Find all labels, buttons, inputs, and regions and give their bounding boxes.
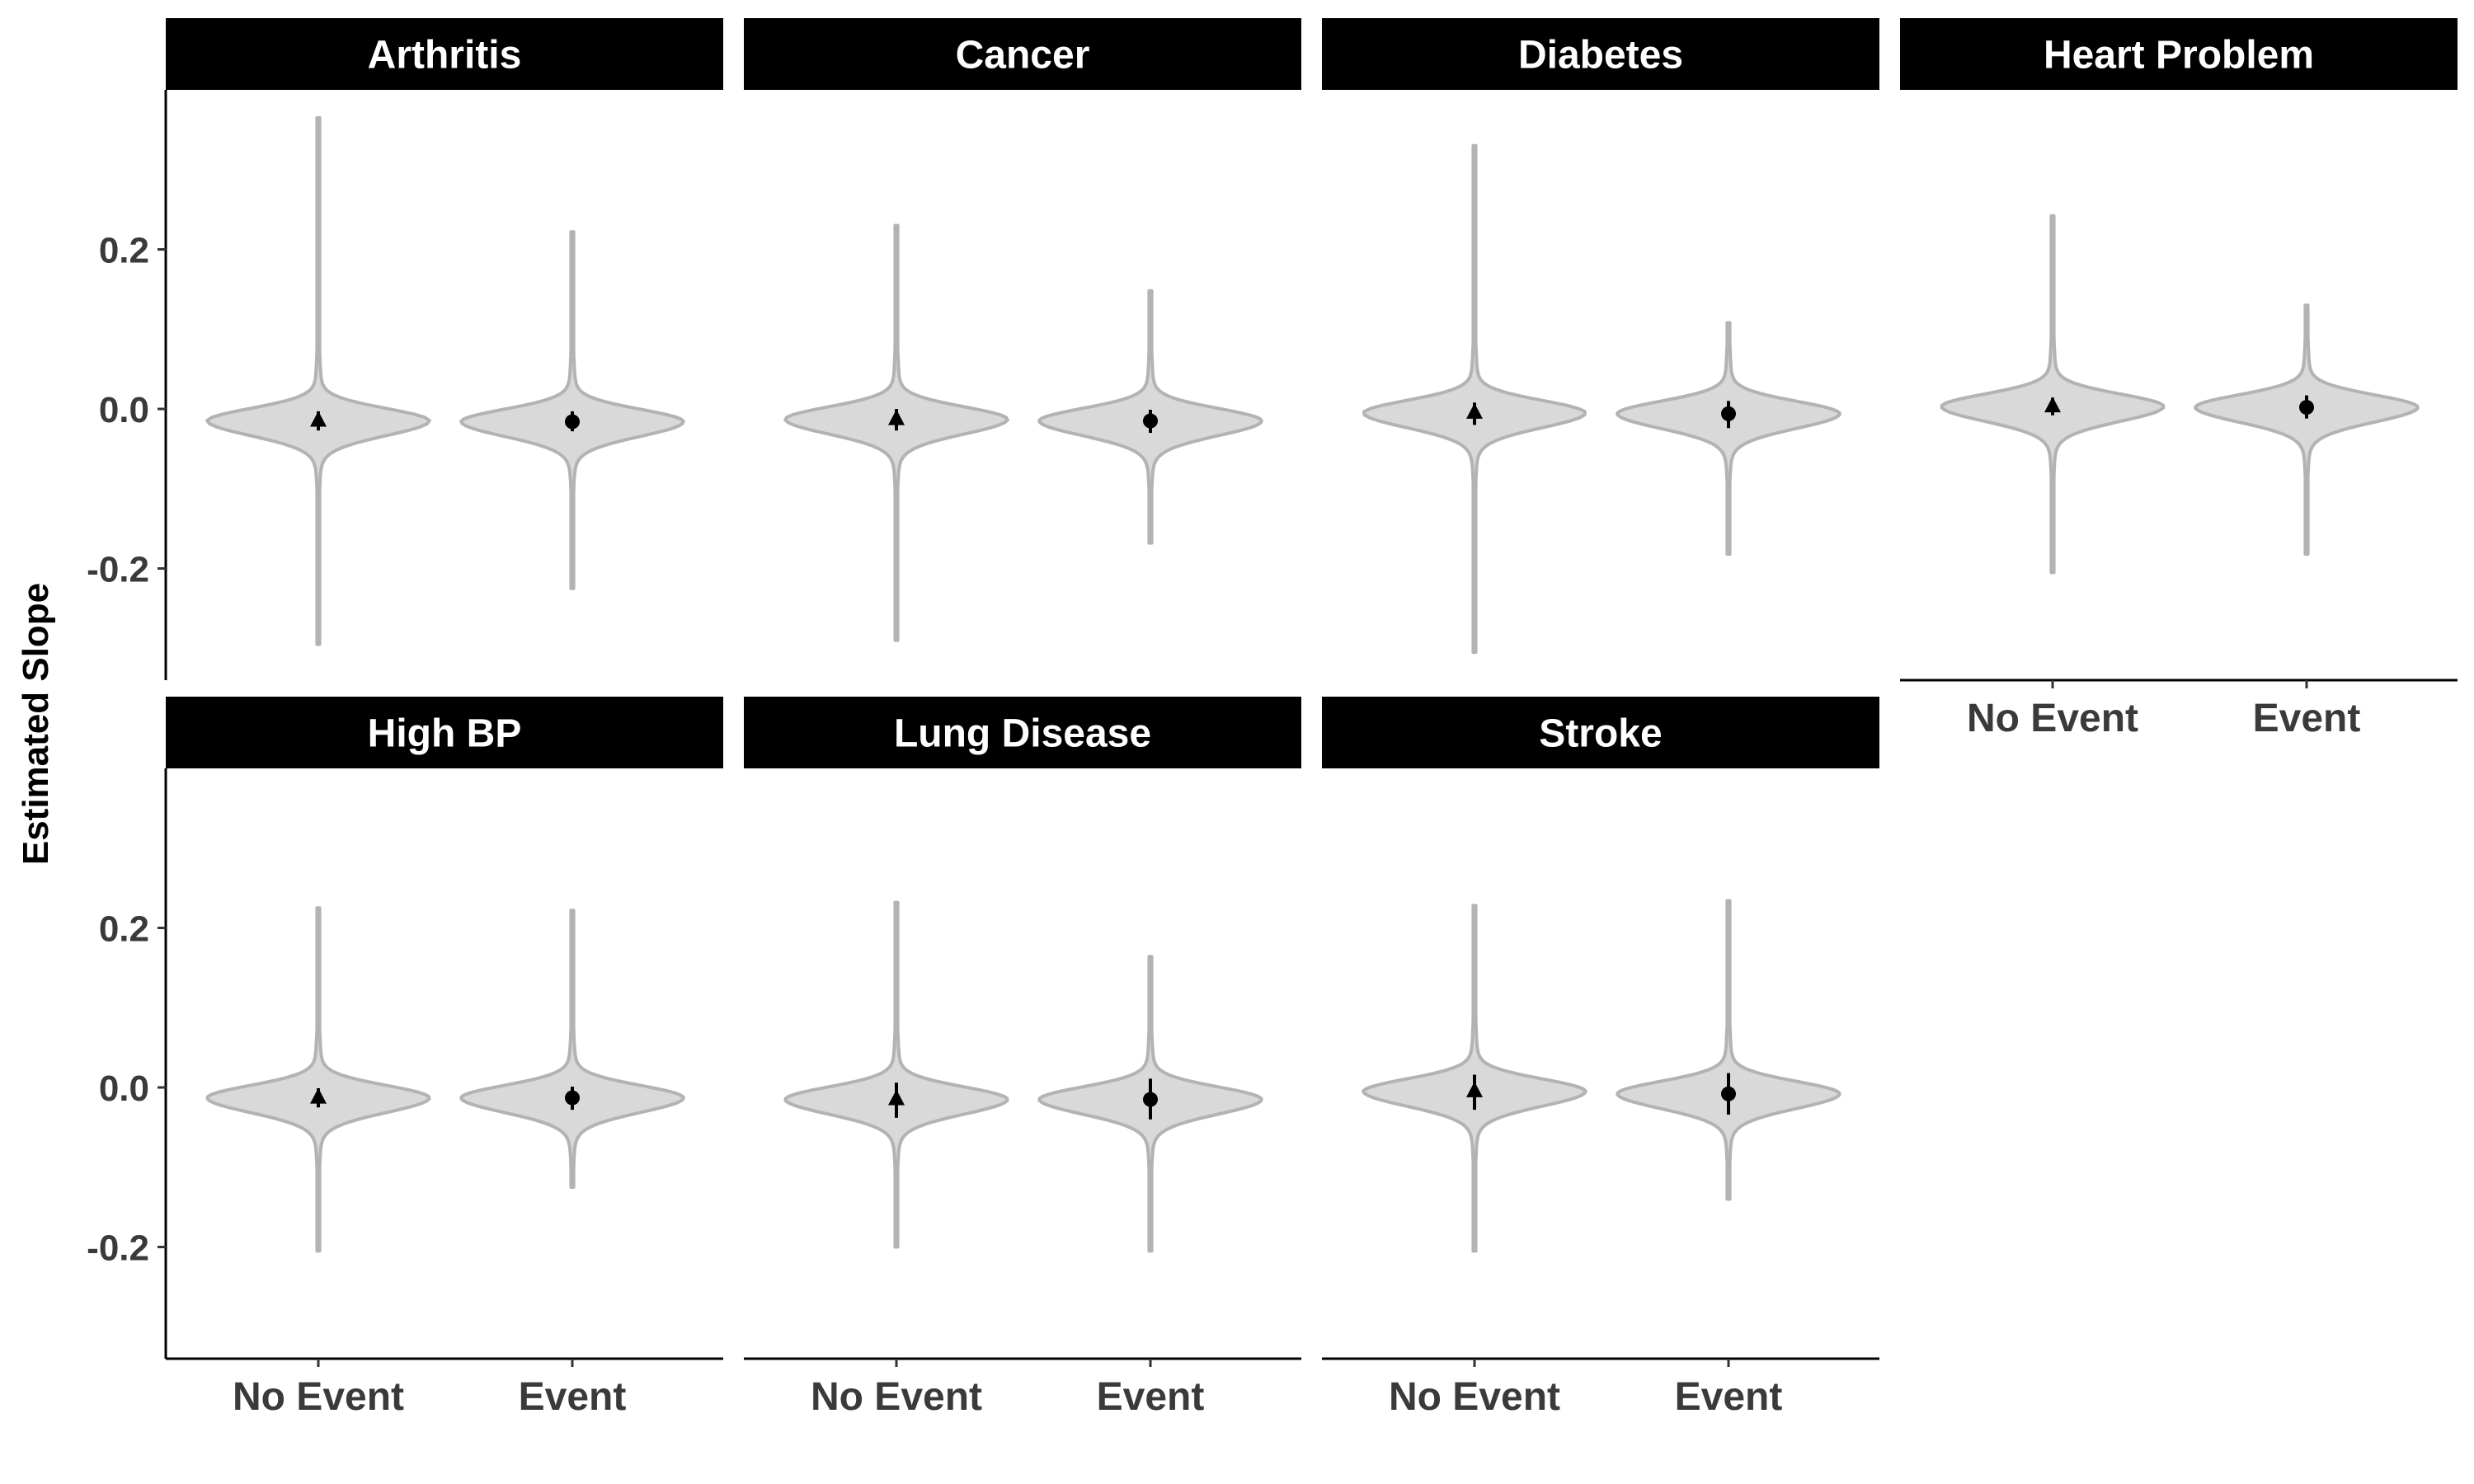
violin-lung-disease-no-event [783, 900, 1009, 1249]
mean-marker-cancer-no-event [888, 409, 905, 425]
violin-cancer-no-event [783, 223, 1009, 642]
y-tick-label: 0.0 [99, 390, 149, 430]
strip-heart-problem [1900, 18, 2458, 90]
panel-arthritis: Arthritis 0.2 0.0 -0.2 [87, 18, 723, 680]
panel-high-bp: High BP 0.2 0.0 -0.2 No Event Event [87, 697, 723, 1419]
mean-marker-heart-problem-event [2299, 400, 2314, 416]
x-tick-label-no-event: No Event [1389, 1375, 1560, 1419]
strip-label-lung-disease: Lung Disease [894, 712, 1151, 756]
mean-marker-diabetes-no-event [1466, 402, 1483, 419]
y-tick-label: 0.2 [99, 909, 149, 950]
mean-marker-diabetes-event [1721, 406, 1736, 421]
x-tick-label-event: Event [1097, 1375, 1205, 1419]
strip-diabetes [1322, 18, 1879, 90]
panels: Arthritis 0.2 0.0 -0.2 Cancer Diabetes Heart P… [87, 18, 2458, 1419]
mean-marker-arthritis-event [565, 414, 580, 430]
y-tick-label: -0.2 [87, 1228, 149, 1269]
x-tick-label-no-event: No Event [1967, 697, 2138, 740]
violin-stroke-event [1616, 899, 1841, 1201]
violin-diabetes-event [1616, 321, 1841, 556]
strip-label-high-bp: High BP [368, 712, 522, 756]
x-tick-label-event: Event [1675, 1375, 1783, 1419]
mean-marker-arthritis-no-event [310, 411, 327, 427]
violin-high-bp-no-event [205, 906, 431, 1253]
mean-marker-cancer-event [1143, 413, 1158, 429]
violin-high-bp-event [459, 909, 685, 1189]
strip-high-bp [166, 697, 723, 768]
strip-label-stroke: Stroke [1539, 712, 1662, 756]
mean-marker-high-bp-event [565, 1090, 580, 1106]
mean-marker-stroke-event [1721, 1086, 1736, 1101]
y-tick-label: 0.0 [99, 1068, 149, 1109]
x-tick-label-event: Event [519, 1375, 627, 1419]
violin-diabetes-no-event [1362, 143, 1587, 655]
x-tick-label-no-event: No Event [811, 1375, 982, 1419]
y-axis-title: Estimated Slope [16, 583, 56, 865]
mean-marker-lung-disease-no-event [888, 1089, 905, 1106]
mean-marker-lung-disease-event [1143, 1092, 1158, 1107]
violin-heart-problem-event [2194, 303, 2420, 556]
mean-marker-high-bp-no-event [310, 1087, 327, 1104]
panel-cancer: Cancer [744, 18, 1301, 642]
y-tick-label: 0.2 [99, 231, 149, 271]
strip-cancer [744, 18, 1301, 90]
panel-lung-disease: Lung Disease No Event Event [744, 697, 1301, 1419]
x-tick-label-no-event: No Event [233, 1375, 404, 1419]
strip-lung-disease [744, 697, 1301, 768]
strip-label-arthritis: Arthritis [368, 34, 522, 77]
panel-stroke: Stroke No Event Event [1322, 697, 1879, 1419]
y-tick-label: -0.2 [87, 550, 149, 590]
strip-arthritis [166, 18, 723, 90]
panel-heart-problem: Heart Problem No Event Event [1900, 18, 2458, 740]
mean-marker-heart-problem-no-event [2044, 397, 2061, 413]
panel-diabetes: Diabetes [1322, 18, 1879, 655]
strip-label-cancer: Cancer [956, 34, 1090, 77]
violin-heart-problem-no-event [1940, 214, 2166, 575]
x-tick-label-event: Event [2253, 697, 2361, 740]
strip-label-heart-problem: Heart Problem [2044, 34, 2314, 77]
mean-marker-stroke-no-event [1466, 1081, 1483, 1097]
violin-arthritis-event [459, 230, 685, 590]
violin-arthritis-no-event [205, 115, 431, 646]
strip-label-diabetes: Diabetes [1518, 34, 1683, 77]
strip-stroke [1322, 697, 1879, 768]
